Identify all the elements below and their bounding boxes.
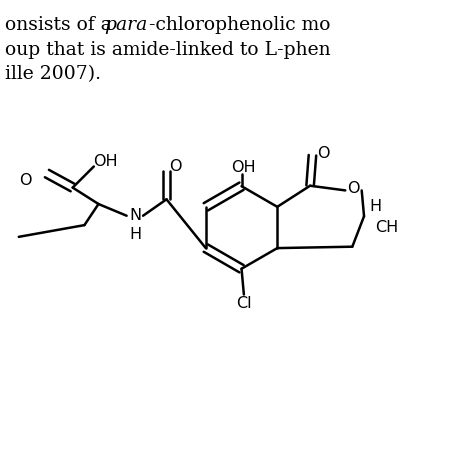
Text: oup that is amide-linked to L-phen: oup that is amide-linked to L-phen: [5, 41, 330, 59]
Text: O: O: [348, 181, 360, 196]
Text: O: O: [317, 146, 330, 161]
Text: N: N: [129, 208, 141, 223]
Text: ille 2007).: ille 2007).: [5, 65, 101, 83]
Text: -chlorophenolic mo: -chlorophenolic mo: [149, 16, 331, 34]
Text: OH: OH: [93, 154, 118, 169]
Text: para: para: [104, 16, 147, 34]
Text: OH: OH: [232, 160, 256, 175]
Text: onsists of a: onsists of a: [5, 16, 117, 34]
Text: O: O: [20, 173, 32, 188]
Text: O: O: [169, 159, 181, 174]
Text: H: H: [129, 227, 141, 242]
Text: Cl: Cl: [236, 296, 252, 311]
Text: CH: CH: [375, 220, 398, 235]
Text: H: H: [370, 199, 382, 214]
